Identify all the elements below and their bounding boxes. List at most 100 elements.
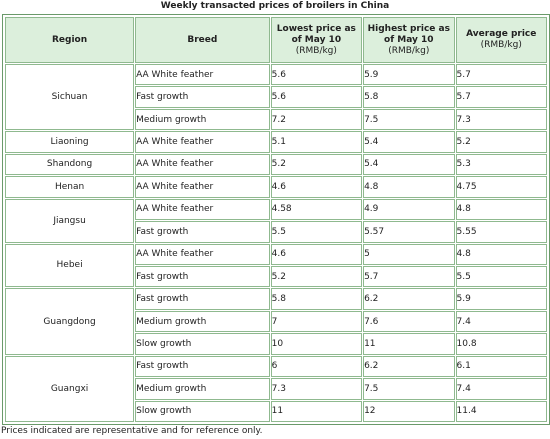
- lowest-price-cell: 4.6: [270, 243, 363, 265]
- lowest-price-cell: 5.8: [270, 288, 363, 310]
- highest-price-cell: 12: [363, 400, 455, 422]
- unit-label: (RMB/kg): [388, 45, 430, 56]
- header-average-price: Average price (RMB/kg): [455, 17, 547, 63]
- region-cell: Hebei: [5, 243, 135, 288]
- lowest-price-cell: 5.6: [270, 64, 363, 86]
- footnote: Prices indicated are representative and …: [1, 426, 263, 436]
- average-price-cell: 11.4: [455, 400, 547, 422]
- table-row: Fast growth 5.6 5.8 5.7: [5, 86, 547, 108]
- table-row: Henan AA White feather 4.6 4.8 4.75: [5, 176, 547, 198]
- region-cell: Sichuan: [5, 64, 135, 131]
- header-lowest-price: Lowest price as of May 10 (RMB/kg): [270, 17, 363, 63]
- lowest-price-cell: 5.6: [270, 86, 363, 108]
- unit-label: (RMB/kg): [295, 45, 337, 56]
- highest-price-cell: 5.4: [363, 131, 455, 153]
- breed-cell: AA White feather: [135, 243, 270, 265]
- average-price-cell: 5.5: [455, 265, 547, 288]
- table-row: Guangxi Fast growth 6 6.2 6.1: [5, 355, 547, 422]
- lowest-price-cell: 10: [270, 333, 363, 355]
- highest-price-cell: 5: [363, 243, 455, 265]
- highest-price-cell: 4.9: [363, 198, 455, 221]
- table-row: Fast growth 5.2 5.7 5.5: [5, 265, 547, 288]
- region-cell: Liaoning: [5, 131, 135, 153]
- lowest-price-cell: 7.2: [270, 108, 363, 131]
- table-row: Medium growth 7.2 7.5 7.3: [5, 108, 547, 131]
- breed-cell: Fast growth: [135, 265, 270, 288]
- breed-cell: AA White feather: [135, 153, 270, 176]
- highest-price-cell: 7.5: [363, 378, 455, 400]
- average-price-cell: 5.3: [455, 153, 547, 176]
- region-cell: Guangdong: [5, 288, 135, 355]
- lowest-price-cell: 11: [270, 400, 363, 422]
- lowest-price-cell: 5.2: [270, 153, 363, 176]
- lowest-price-cell: 5.2: [270, 265, 363, 288]
- table-row: Hebei AA White feather 4.6 5 4.8: [5, 243, 547, 288]
- region-cell: Jiangsu: [5, 198, 135, 243]
- table-body: Sichuan AA White feather 5.6 5.9 5.7 Fast gro…: [5, 64, 547, 422]
- region-cell: Guangxi: [5, 355, 135, 422]
- breed-cell: Slow growth: [135, 400, 270, 422]
- breed-cell: Fast growth: [135, 221, 270, 243]
- region-cell: Henan: [5, 176, 135, 198]
- average-price-cell: 5.7: [455, 64, 547, 86]
- average-price-cell: 5.2: [455, 131, 547, 153]
- lowest-price-cell: 4.6: [270, 176, 363, 198]
- lowest-price-cell: 7: [270, 310, 363, 333]
- highest-price-cell: 11: [363, 333, 455, 355]
- header-breed: Breed: [135, 17, 270, 63]
- table-row: Sichuan AA White feather 5.6 5.9 5.7: [5, 64, 547, 131]
- lowest-price-cell: 6: [270, 355, 363, 378]
- lowest-price-cell: 7.3: [270, 378, 363, 400]
- average-price-cell: 10.8: [455, 333, 547, 355]
- breed-cell: Fast growth: [135, 355, 270, 378]
- average-price-cell: 5.9: [455, 288, 547, 310]
- region-cell: Shandong: [5, 153, 135, 176]
- header-region: Region: [5, 17, 135, 63]
- breed-cell: Medium growth: [135, 310, 270, 333]
- breed-cell: Fast growth: [135, 86, 270, 108]
- highest-price-cell: 7.5: [363, 108, 455, 131]
- highest-price-cell: 5.7: [363, 265, 455, 288]
- table-row: Shandong AA White feather 5.2 5.4 5.3: [5, 153, 547, 176]
- breed-cell: AA White feather: [135, 131, 270, 153]
- average-price-cell: 4.8: [455, 243, 547, 265]
- average-price-cell: 4.75: [455, 176, 547, 198]
- table-row: Medium growth 7 7.6 7.4: [5, 310, 547, 333]
- table-row: Guangdong Fast growth 5.8 6.2 5.9: [5, 288, 547, 355]
- table-row: Jiangsu AA White feather 4.58 4.9 4.8: [5, 198, 547, 243]
- breed-cell: Fast growth: [135, 288, 270, 310]
- average-price-cell: 6.1: [455, 355, 547, 378]
- breed-cell: AA White feather: [135, 176, 270, 198]
- highest-price-cell: 4.8: [363, 176, 455, 198]
- lowest-price-cell: 5.1: [270, 131, 363, 153]
- lowest-price-cell: 5.5: [270, 221, 363, 243]
- highest-price-cell: 5.57: [363, 221, 455, 243]
- average-price-cell: 5.7: [455, 86, 547, 108]
- breed-cell: Slow growth: [135, 333, 270, 355]
- lowest-price-cell: 4.58: [270, 198, 363, 221]
- table-row: Liaoning AA White feather 5.1 5.4 5.2: [5, 131, 547, 153]
- average-price-cell: 7.4: [455, 378, 547, 400]
- highest-price-cell: 5.9: [363, 64, 455, 86]
- breed-cell: Medium growth: [135, 108, 270, 131]
- table-row: Slow growth 11 12 11.4: [5, 400, 547, 422]
- header-highest-price: Highest price as of May 10 (RMB/kg): [363, 17, 455, 63]
- average-price-cell: 7.3: [455, 108, 547, 131]
- average-price-cell: 4.8: [455, 198, 547, 221]
- highest-price-cell: 7.6: [363, 310, 455, 333]
- price-table-frame: Region Breed Lowest price as of May 10 (R…: [2, 14, 550, 425]
- breed-cell: AA White feather: [135, 198, 270, 221]
- table-row: Medium growth 7.3 7.5 7.4: [5, 378, 547, 400]
- price-table: Region Breed Lowest price as of May 10 (R…: [4, 16, 548, 423]
- table-row: Fast growth 5.5 5.57 5.55: [5, 221, 547, 243]
- unit-label: (RMB/kg): [480, 40, 522, 50]
- average-price-cell: 7.4: [455, 310, 547, 333]
- highest-price-cell: 5.4: [363, 153, 455, 176]
- highest-price-cell: 5.8: [363, 86, 455, 108]
- header-row: Region Breed Lowest price as of May 10 (R…: [5, 17, 547, 63]
- breed-cell: AA White feather: [135, 64, 270, 86]
- table-title: Weekly transacted prices of broilers in …: [160, 1, 390, 11]
- highest-price-cell: 6.2: [363, 355, 455, 378]
- breed-cell: Medium growth: [135, 378, 270, 400]
- table-row: Slow growth 10 11 10.8: [5, 333, 547, 355]
